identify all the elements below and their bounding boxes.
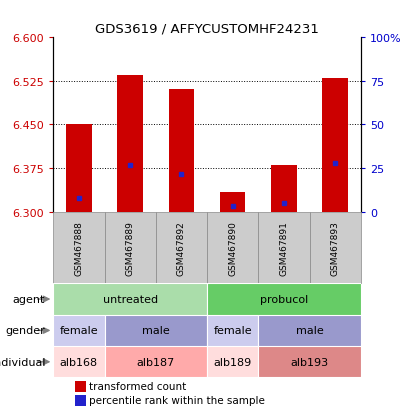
- Text: percentile rank within the sample: percentile rank within the sample: [88, 395, 264, 406]
- Bar: [53, 213, 104, 284]
- Bar: [258, 346, 360, 377]
- Text: alb189: alb189: [213, 357, 251, 367]
- Text: agent: agent: [13, 294, 45, 304]
- Text: GSM467892: GSM467892: [177, 221, 185, 275]
- Bar: [104, 346, 207, 377]
- Bar: [207, 346, 258, 377]
- Text: male: male: [142, 325, 169, 336]
- Bar: [155, 213, 207, 284]
- Bar: [321, 78, 347, 213]
- Text: GSM467888: GSM467888: [74, 221, 83, 275]
- Bar: [74, 395, 85, 406]
- Bar: [53, 315, 104, 346]
- Title: GDS3619 / AFFYCUSTOMHF24231: GDS3619 / AFFYCUSTOMHF24231: [95, 22, 318, 35]
- Bar: [258, 213, 309, 284]
- Text: female: female: [213, 325, 252, 336]
- Text: gender: gender: [5, 325, 45, 336]
- Bar: [219, 192, 245, 213]
- Bar: [53, 284, 207, 315]
- Text: female: female: [59, 325, 98, 336]
- Bar: [104, 213, 155, 284]
- Text: male: male: [295, 325, 323, 336]
- Text: individual: individual: [0, 357, 45, 367]
- Bar: [207, 284, 360, 315]
- Bar: [258, 315, 360, 346]
- Bar: [66, 125, 92, 213]
- Bar: [117, 76, 143, 213]
- Bar: [104, 315, 207, 346]
- Text: GSM467891: GSM467891: [279, 221, 288, 275]
- Text: probucol: probucol: [259, 294, 307, 304]
- Text: GSM467890: GSM467890: [228, 221, 236, 275]
- Text: transformed count: transformed count: [88, 381, 185, 391]
- Text: alb168: alb168: [60, 357, 98, 367]
- Bar: [270, 166, 296, 213]
- Bar: [207, 315, 258, 346]
- Bar: [168, 90, 194, 213]
- Bar: [207, 213, 258, 284]
- Bar: [53, 346, 104, 377]
- Text: GSM467893: GSM467893: [330, 221, 339, 275]
- Text: GSM467889: GSM467889: [126, 221, 134, 275]
- Bar: [74, 381, 85, 392]
- Text: alb193: alb193: [290, 357, 328, 367]
- Text: untreated: untreated: [102, 294, 157, 304]
- Bar: [309, 213, 360, 284]
- Text: alb187: alb187: [136, 357, 175, 367]
